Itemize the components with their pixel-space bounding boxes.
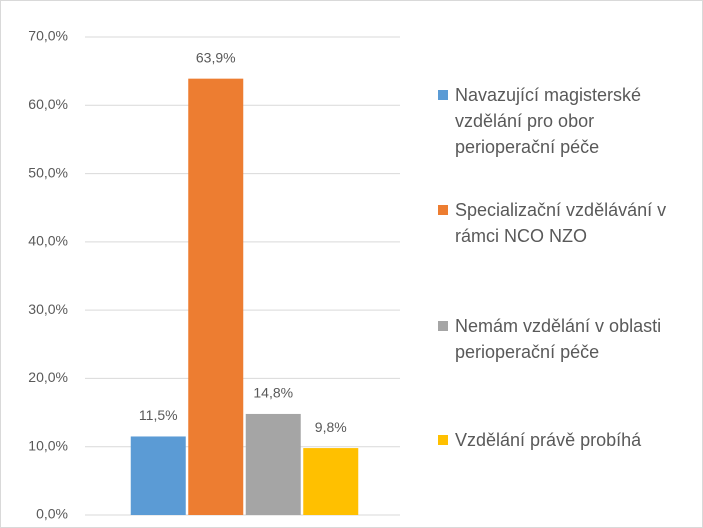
legend-swatch xyxy=(438,205,448,215)
y-tick-label: 70,0% xyxy=(28,28,68,44)
legend-label: Navazující magisterské vzdělání pro obor… xyxy=(455,85,642,157)
legend-item: Specializační vzdělávání v rámci NCO NZO xyxy=(438,197,688,249)
y-tick-label: 40,0% xyxy=(28,233,68,249)
legend-swatch xyxy=(438,435,448,445)
legend-item: Nemám vzdělání v oblasti perioperační pé… xyxy=(438,313,688,365)
legend-item: Navazující magisterské vzdělání pro obor… xyxy=(438,82,688,160)
legend-swatch xyxy=(438,321,448,331)
y-tick-label: 20,0% xyxy=(28,369,68,385)
legend-label: Specializační vzdělávání v rámci NCO NZO xyxy=(455,200,667,246)
legend-label: Vzdělání právě probíhá xyxy=(455,430,642,450)
bar xyxy=(130,436,186,515)
y-tick-label: 60,0% xyxy=(28,96,68,112)
bar xyxy=(245,413,301,515)
data-label: 9,8% xyxy=(315,419,347,435)
data-label: 63,9% xyxy=(196,49,236,65)
legend-swatch xyxy=(438,90,448,100)
data-label: 11,5% xyxy=(139,407,178,423)
y-tick-label: 10,0% xyxy=(28,437,68,453)
legend-item: Vzdělání právě probíhá xyxy=(438,427,688,453)
data-label: 14,8% xyxy=(253,385,293,401)
y-tick-label: 50,0% xyxy=(28,164,68,180)
bar xyxy=(188,78,244,515)
legend-label: Nemám vzdělání v oblasti perioperační pé… xyxy=(455,316,662,362)
bar xyxy=(303,448,359,515)
y-tick-label: 0,0% xyxy=(36,506,68,522)
y-tick-label: 30,0% xyxy=(28,301,68,317)
